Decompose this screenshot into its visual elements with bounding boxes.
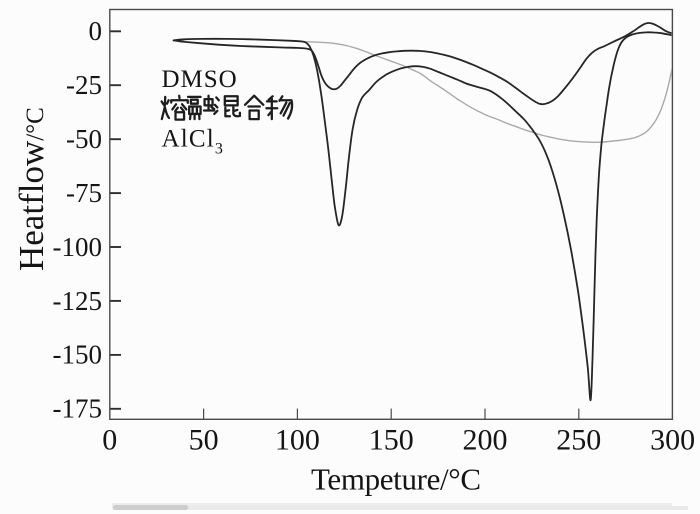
svg-text:-50: -50 [66,124,102,154]
svg-text:150: 150 [369,424,414,457]
svg-text:250: 250 [556,424,601,457]
svg-text:DMSO: DMSO [162,66,238,93]
svg-text:200: 200 [463,424,508,457]
svg-text:300: 300 [650,424,695,457]
svg-text:-100: -100 [53,232,103,262]
svg-text:0: 0 [89,16,103,46]
svg-text:50: 50 [189,424,219,457]
svg-text:Tempeture/°C: Tempeture/°C [311,462,481,497]
svg-text:0: 0 [102,424,117,457]
svg-text:-150: -150 [53,340,103,370]
svg-text:100: 100 [275,424,320,457]
svg-text:-25: -25 [66,70,102,100]
svg-text:-75: -75 [66,178,102,208]
svg-text:-125: -125 [53,286,103,316]
svg-text:-175: -175 [53,394,103,424]
svg-text:AlCl3: AlCl3 [162,126,225,158]
